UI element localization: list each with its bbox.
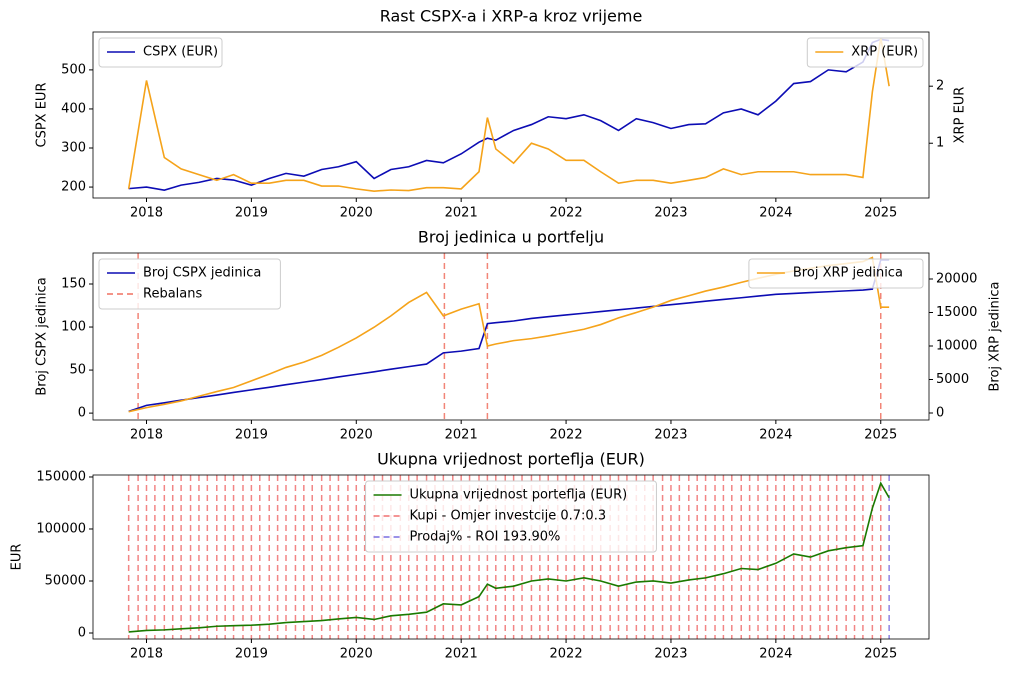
- x-tick-label: 2019: [235, 428, 268, 443]
- chart-title: Rast CSPX-a i XRP-a kroz vrijeme: [380, 7, 643, 26]
- x-tick-label: 2024: [759, 428, 792, 443]
- x-tick-label: 2025: [864, 428, 897, 443]
- y-tick-label: 150000: [36, 469, 86, 484]
- x-tick-label: 2020: [340, 647, 373, 662]
- x-tick-label: 2023: [654, 428, 687, 443]
- y-tick-label: 400: [61, 101, 86, 116]
- x-tick-label: 2019: [235, 206, 268, 221]
- legend-frame: [98, 258, 281, 310]
- axes: Ukupna vrijednost porteflja (EUR) EUR 2018…: [10, 450, 930, 662]
- data-line: [128, 38, 890, 192]
- y2-tick-label: 2: [936, 79, 944, 94]
- x-tick-label: 2018: [130, 647, 163, 662]
- y-tick-label: 200: [61, 180, 86, 195]
- x-tick-label: 2021: [445, 428, 478, 443]
- legend-label: CSPX (EUR): [143, 45, 218, 60]
- chart-title: Ukupna vrijednost porteflja (EUR): [377, 450, 645, 469]
- legend: XRP (EUR): [806, 37, 924, 68]
- data-line: [128, 259, 890, 413]
- x-tick-label: 2021: [445, 206, 478, 221]
- legend-label: Broj CSPX jedinica: [143, 266, 261, 281]
- legend: CSPX (EUR): [98, 37, 223, 68]
- plot-frame: [92, 474, 930, 640]
- y-tick-label: 100: [61, 320, 86, 335]
- y-axis-label: CSPX EUR: [35, 83, 50, 148]
- y2-tick-label: 0: [936, 405, 944, 420]
- legend-frame: [98, 37, 223, 68]
- y-tick-label: 300: [61, 141, 86, 156]
- y-tick-label: 0: [78, 625, 86, 640]
- x-tick-label: 2022: [550, 428, 583, 443]
- y2-axis-label: XRP EUR: [953, 87, 968, 144]
- x-tick-label: 2018: [130, 428, 163, 443]
- x-tick-label: 2023: [654, 206, 687, 221]
- y-tick-label: 150: [61, 276, 86, 291]
- x-tick-label: 2019: [235, 647, 268, 662]
- legend: Broj XRP jedinica: [748, 258, 924, 289]
- legend-label: Prodaj% - ROI 193.90%: [410, 530, 561, 545]
- x-tick-label: 2020: [340, 206, 373, 221]
- y2-tick-label: 20000: [936, 271, 977, 286]
- y-axis-label: Broj CSPX jedinica: [35, 277, 50, 395]
- y-axis-label: EUR: [10, 544, 25, 571]
- legend-frame: [748, 258, 924, 289]
- x-tick-label: 2021: [445, 647, 478, 662]
- plot-frame: [92, 31, 930, 199]
- y2-tick-label: 15000: [936, 305, 977, 320]
- x-tick-label: 2022: [550, 206, 583, 221]
- data-line: [128, 481, 890, 633]
- y-tick-label: 500: [61, 62, 86, 77]
- axes: Rast CSPX-a i XRP-a kroz vrijeme CSPX EUR…: [35, 7, 968, 221]
- legend-label: Rebalans: [143, 287, 202, 302]
- y2-tick-label: 5000: [936, 372, 969, 387]
- x-tick-label: 2024: [759, 647, 792, 662]
- y-tick-label: 50000: [45, 573, 86, 588]
- x-tick-label: 2022: [550, 647, 583, 662]
- y-tick-label: 50: [69, 363, 86, 378]
- legend-label: XRP (EUR): [851, 45, 918, 60]
- data-line: [127, 37, 890, 192]
- legend-frame: [365, 480, 657, 553]
- chart-title: Broj jedinica u portfelju: [418, 228, 604, 247]
- plot-frame: [92, 252, 930, 421]
- x-tick-label: 2020: [340, 428, 373, 443]
- legend-label: Ukupna vrijednost porteflja (EUR): [410, 488, 628, 503]
- x-tick-label: 2025: [864, 647, 897, 662]
- y2-tick-label: 10000: [936, 338, 977, 353]
- x-tick-label: 2025: [864, 206, 897, 221]
- y2-axis-label: Broj XRP jedinica: [988, 281, 1003, 391]
- axes: Broj jedinica u portfelju Broj CSPX jedin…: [35, 228, 1003, 443]
- legend-label: Kupi - Omjer investcije 0.7:0.3: [410, 509, 607, 524]
- x-tick-label: 2018: [130, 206, 163, 221]
- x-tick-label: 2024: [759, 206, 792, 221]
- y-tick-label: 100000: [36, 521, 86, 536]
- legend-label: Broj XRP jedinica: [793, 266, 903, 281]
- y-tick-label: 0: [78, 406, 86, 421]
- y2-tick-label: 1: [936, 136, 944, 151]
- legend: Ukupna vrijednost porteflja (EUR) Kupi - …: [365, 480, 657, 553]
- legend-frame: [806, 37, 924, 68]
- x-tick-label: 2023: [654, 647, 687, 662]
- legend: Broj CSPX jedinica Rebalans: [98, 258, 281, 310]
